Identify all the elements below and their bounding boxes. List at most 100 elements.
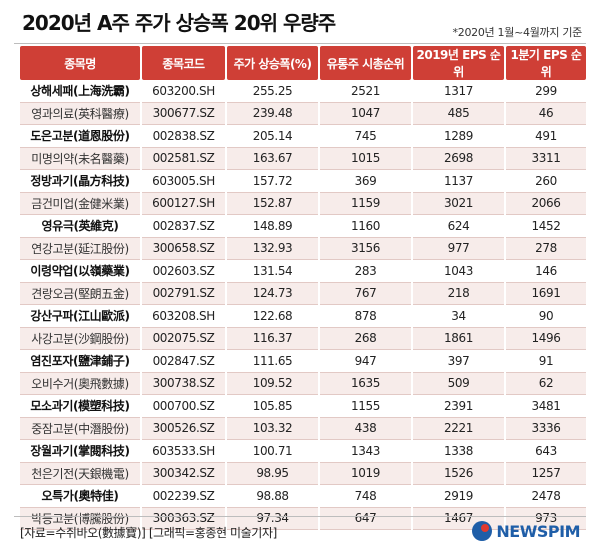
eps-q1-rank: 1496 [506,327,586,350]
eps-2019-rank: 1317 [413,80,504,103]
table-row: 모소과기(模塑科技) 000700.SZ 105.85 1155 2391 3481 [20,395,586,418]
eps-q1-rank: 146 [506,260,586,283]
table-body: 상해세패(上海洗霸) 603200.SH 255.25 2521 1317 299 영과의료… [20,80,586,530]
stock-name: 견랑오금(堅朗五金) [20,282,140,305]
float-cap-rank: 1015 [320,147,411,170]
newspim-logo: NEWSPIM [472,521,580,541]
float-cap-rank: 1155 [320,395,411,418]
stock-code: 603005.SH [142,170,225,193]
stock-name: 천은기전(天銀機電) [20,462,140,485]
table-row: 오비수거(奧飛數據) 300738.SZ 109.52 1635 509 62 [20,372,586,395]
stock-code: 002581.SZ [142,147,225,170]
stock-name: 영과의료(英科醫療) [20,102,140,125]
price-gain: 103.32 [227,417,318,440]
float-cap-rank: 647 [320,507,411,530]
float-cap-rank: 878 [320,305,411,328]
eps-2019-rank: 509 [413,372,504,395]
column-header-eps-q1-rank: 1분기 EPS 순위 [506,46,586,80]
stock-code: 002075.SZ [142,327,225,350]
footer-divider [14,516,586,517]
eps-q1-rank: 1452 [506,215,586,238]
price-gain: 163.67 [227,147,318,170]
stock-code: 002838.SZ [142,125,225,148]
eps-2019-rank: 2698 [413,147,504,170]
stock-name: 사강고분(沙鋼股份) [20,327,140,350]
stock-code: 300363.SZ [142,507,225,530]
stock-code: 300738.SZ [142,372,225,395]
price-gain: 98.95 [227,462,318,485]
title-divider [14,43,586,44]
table-row: 오특가(奧特佳) 002239.SZ 98.88 748 2919 2478 [20,485,586,508]
price-gain: 152.87 [227,192,318,215]
stock-code: 600127.SH [142,192,225,215]
price-gain: 116.37 [227,327,318,350]
eps-2019-rank: 3021 [413,192,504,215]
newspim-logo-icon [472,521,493,541]
eps-2019-rank: 218 [413,282,504,305]
eps-q1-rank: 2066 [506,192,586,215]
table-row: 이령약업(以嶺藥業) 002603.SZ 131.54 283 1043 146 [20,260,586,283]
eps-q1-rank: 3311 [506,147,586,170]
table-row: 천은기전(天銀機電) 300342.SZ 98.95 1019 1526 1257 [20,462,586,485]
price-gain: 109.52 [227,372,318,395]
stock-name: 장월과기(掌閱科技) [20,440,140,463]
stock-code: 603533.SH [142,440,225,463]
float-cap-rank: 947 [320,350,411,373]
eps-q1-rank: 3481 [506,395,586,418]
price-gain: 100.71 [227,440,318,463]
stock-code: 002847.SZ [142,350,225,373]
table-row: 강산구파(江山歐派) 603208.SH 122.68 878 34 90 [20,305,586,328]
price-gain: 111.65 [227,350,318,373]
float-cap-rank: 268 [320,327,411,350]
stock-code: 002837.SZ [142,215,225,238]
stock-name: 금건미업(金健米業) [20,192,140,215]
stock-name: 정방과기(晶方科技) [20,170,140,193]
stock-code: 300342.SZ [142,462,225,485]
column-header-eps-2019-rank: 2019년 EPS 순위 [413,46,504,80]
eps-2019-rank: 1526 [413,462,504,485]
newspim-logo-text: NEWSPIM [496,521,580,541]
table-row: 미명의약(未名醫藥) 002581.SZ 163.67 1015 2698 3311 [20,147,586,170]
price-gain: 97.34 [227,507,318,530]
float-cap-rank: 3156 [320,237,411,260]
date-range-note: *2020년 1월~4월까지 기준 [452,26,583,39]
stock-name: 중잠고분(中潛股份) [20,417,140,440]
eps-2019-rank: 2391 [413,395,504,418]
price-gain: 105.85 [227,395,318,418]
eps-q1-rank: 62 [506,372,586,395]
eps-2019-rank: 2919 [413,485,504,508]
column-header-code: 종목코드 [142,46,225,80]
eps-2019-rank: 977 [413,237,504,260]
column-header-name: 종목명 [20,46,140,80]
eps-q1-rank: 91 [506,350,586,373]
table-row: 장월과기(掌閱科技) 603533.SH 100.71 1343 1338 643 [20,440,586,463]
float-cap-rank: 748 [320,485,411,508]
eps-2019-rank: 1338 [413,440,504,463]
eps-q1-rank: 260 [506,170,586,193]
eps-q1-rank: 1691 [506,282,586,305]
stock-name: 이령약업(以嶺藥業) [20,260,140,283]
float-cap-rank: 1160 [320,215,411,238]
price-gain: 239.48 [227,102,318,125]
price-gain: 124.73 [227,282,318,305]
price-gain: 122.68 [227,305,318,328]
stock-name: 모소과기(模塑科技) [20,395,140,418]
table-row: 중잠고분(中潛股份) 300526.SZ 103.32 438 2221 3336 [20,417,586,440]
stock-name: 영유극(英維克) [20,215,140,238]
price-gain: 157.72 [227,170,318,193]
eps-q1-rank: 90 [506,305,586,328]
eps-2019-rank: 1861 [413,327,504,350]
float-cap-rank: 369 [320,170,411,193]
page-title: 2020년 A주 주가 상승폭 20위 우량주 [22,11,336,35]
eps-q1-rank: 3336 [506,417,586,440]
eps-q1-rank: 299 [506,80,586,103]
stock-code: 603200.SH [142,80,225,103]
eps-q1-rank: 1257 [506,462,586,485]
stock-code: 300677.SZ [142,102,225,125]
eps-2019-rank: 1137 [413,170,504,193]
table-row: 영유극(英維克) 002837.SZ 148.89 1160 624 1452 [20,215,586,238]
stock-name: 박등고분(博騰股份) [20,507,140,530]
price-gain: 148.89 [227,215,318,238]
table-row: 박등고분(博騰股份) 300363.SZ 97.34 647 1467 973 [20,507,586,530]
